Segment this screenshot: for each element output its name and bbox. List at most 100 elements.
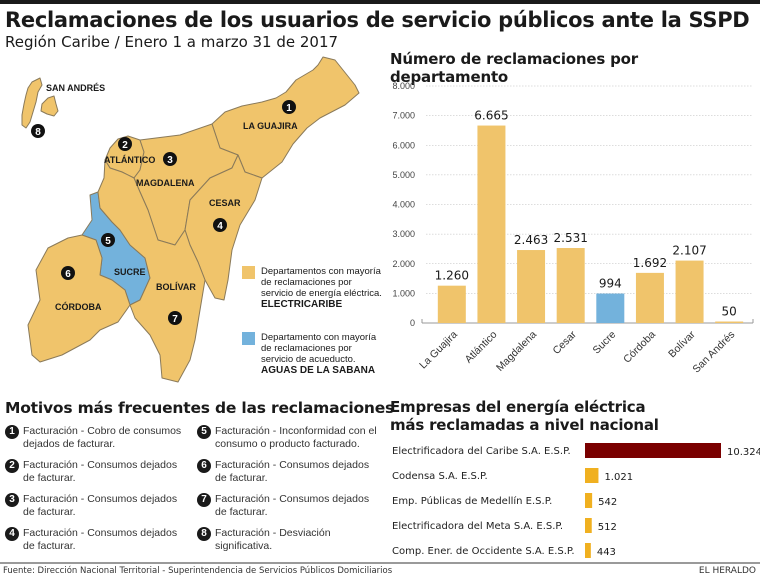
legend-electric-company: ELECTRICARIBE — [261, 299, 343, 310]
company-value-label: 512 — [598, 522, 617, 533]
map-marker-1 — [282, 100, 296, 114]
y-tick-label: 2.000 — [392, 259, 415, 269]
bar-la-guajira — [437, 285, 466, 323]
bar-value-label: 6.665 — [474, 109, 508, 123]
map-marker-5 — [101, 233, 115, 247]
company-value-label: 10.324 — [727, 447, 760, 458]
map-label-magdalena: MAGDALENA — [136, 178, 195, 188]
legend-electric-text: Departamentos con mayoría de reclamacion… — [261, 266, 382, 299]
motivo-number-icon: 1 — [5, 425, 19, 439]
x-category-label: San Andrés — [690, 329, 737, 376]
map-label-san-andres: SAN ANDRÉS — [46, 83, 105, 93]
map-marker-4 — [213, 218, 227, 232]
y-tick-label: 1.000 — [392, 288, 415, 298]
y-tick-label: 0 — [410, 318, 415, 328]
map-marker-3 — [163, 152, 177, 166]
company-bar — [585, 468, 599, 483]
motivo-number-icon: 4 — [5, 527, 19, 541]
footer-source: Fuente: Dirección Nacional Territorial -… — [3, 566, 393, 576]
y-tick-label: 8.000 — [392, 81, 415, 91]
motivo-text: Facturación - Consumos dejados de factur… — [23, 493, 178, 518]
top-rule — [0, 0, 760, 4]
motivo-number-icon: 7 — [197, 493, 211, 507]
map-label-cordoba: CÓRDOBA — [55, 301, 102, 312]
footer-brand: EL HERALDO — [698, 566, 756, 576]
map-marker-2-number: 2 — [122, 140, 128, 151]
legend-swatch-water — [242, 332, 255, 345]
map-marker-8 — [31, 124, 45, 138]
map-marker-1-number: 1 — [286, 103, 292, 114]
company-label: Comp. Ener. de Occidente S.A. E.S.P. — [392, 546, 575, 557]
x-category-label: Sucre — [591, 329, 619, 357]
company-bar — [585, 543, 591, 558]
map-marker-8-number: 8 — [35, 127, 41, 138]
region-map: SAN ANDRÉS 8 LA GUAJIRA 1 ATLÁNTICO 2 MA… — [21, 56, 360, 383]
bar-value-label: 994 — [599, 277, 622, 291]
companies-title-line-1: Empresas del energía eléctrica — [390, 398, 646, 416]
company-label: Codensa S.A. E.S.P. — [392, 471, 488, 482]
y-tick-label: 3.000 — [392, 229, 415, 239]
map-label-atlantico: ATLÁNTICO — [104, 155, 155, 165]
x-category-label: La Guajira — [417, 329, 460, 372]
bar-value-label: 2.107 — [672, 244, 706, 258]
map-dept-cordoba — [27, 234, 131, 363]
bar-value-label: 50 — [722, 305, 737, 319]
motivo-text: Facturación - Consumos dejados de factur… — [215, 459, 370, 484]
company-value-label: 1.021 — [604, 472, 633, 483]
companies-title-line-2: más reclamadas a nivel nacional — [390, 416, 659, 434]
motivo-number-icon: 6 — [197, 459, 211, 473]
bar-value-label: 1.692 — [633, 256, 667, 270]
x-category-label: Atlántico — [463, 329, 500, 366]
map-marker-7-number: 7 — [172, 314, 178, 325]
bar-sucre — [596, 293, 625, 323]
company-bar — [585, 493, 593, 508]
company-bar — [585, 518, 592, 533]
company-value-label: 542 — [598, 497, 617, 508]
map-marker-6 — [61, 266, 75, 280]
map-label-sucre: SUCRE — [114, 267, 146, 277]
legend-water-company: AGUAS DE LA SABANA — [261, 365, 376, 376]
dept-chart-title: Número de reclamaciones por departamento — [390, 50, 638, 86]
footer-rule — [0, 562, 760, 564]
y-tick-label: 7.000 — [392, 111, 415, 121]
company-bar — [585, 443, 721, 458]
map-dept-san-andres — [21, 77, 43, 129]
motivo-number-icon: 8 — [197, 527, 211, 541]
y-tick-label: 4.000 — [392, 200, 415, 210]
motivo-text: Facturación - Cobro de consumos dejados … — [23, 425, 182, 450]
page-title: Reclamaciones de los usuarios de servici… — [5, 8, 750, 32]
x-category-label: Córdoba — [621, 329, 658, 366]
map-label-la-guajira: LA GUAJIRA — [243, 121, 298, 131]
motivo-text: Facturación - Consumos dejados de factur… — [23, 459, 178, 484]
map-dept-bolivar — [97, 159, 206, 383]
dept-bar-chart: 0 1.000 2.000 3.000 4.000 5.000 6.000 7.000 8.00… — [392, 81, 754, 376]
motivo-text: Facturación - Consumos dejados de factur… — [215, 493, 370, 518]
motivo-number-icon: 5 — [197, 425, 211, 439]
companies-chart-title: Empresas del energía eléctrica más recla… — [390, 398, 659, 434]
motivos-title: Motivos más frecuentes de las reclamacio… — [5, 399, 395, 417]
map-marker-3-number: 3 — [167, 155, 173, 166]
bar-value-label: 2.531 — [554, 231, 588, 245]
bar-bolívar — [675, 260, 704, 323]
bar-cesar — [556, 248, 585, 323]
page-subtitle: Región Caribe / Enero 1 a marzo 31 de 20… — [5, 33, 339, 51]
bar-atlántico — [477, 125, 506, 323]
motivo-number-icon: 3 — [5, 493, 19, 507]
map-marker-4-number: 4 — [217, 221, 223, 232]
companies-bar-chart: Electrificadora del Caribe S.A. E.S.P. 10… — [392, 443, 760, 558]
company-label: Electrificadora del Meta S.A. E.S.P. — [392, 521, 563, 532]
motivo-number-icon: 2 — [5, 459, 19, 473]
legend-water-text: Departamento con mayoría de reclamacione… — [261, 332, 377, 365]
x-category-label: Magdalena — [494, 329, 539, 374]
legend-swatch-electric — [242, 266, 255, 279]
map-dept-san-andres-island — [40, 95, 59, 117]
map-marker-6-number: 6 — [65, 269, 71, 280]
motivo-text: Facturación - Desviación significativa. — [215, 527, 331, 552]
x-category-label: Bolívar — [666, 328, 698, 360]
map-marker-7 — [168, 311, 182, 325]
bar-value-label: 1.260 — [435, 269, 469, 283]
map-label-cesar: CESAR — [209, 198, 241, 208]
bar-magdalena — [517, 250, 546, 323]
bar-san-andrés — [715, 321, 744, 323]
motivo-text: Facturación - Consumos dejados de factur… — [23, 527, 178, 552]
